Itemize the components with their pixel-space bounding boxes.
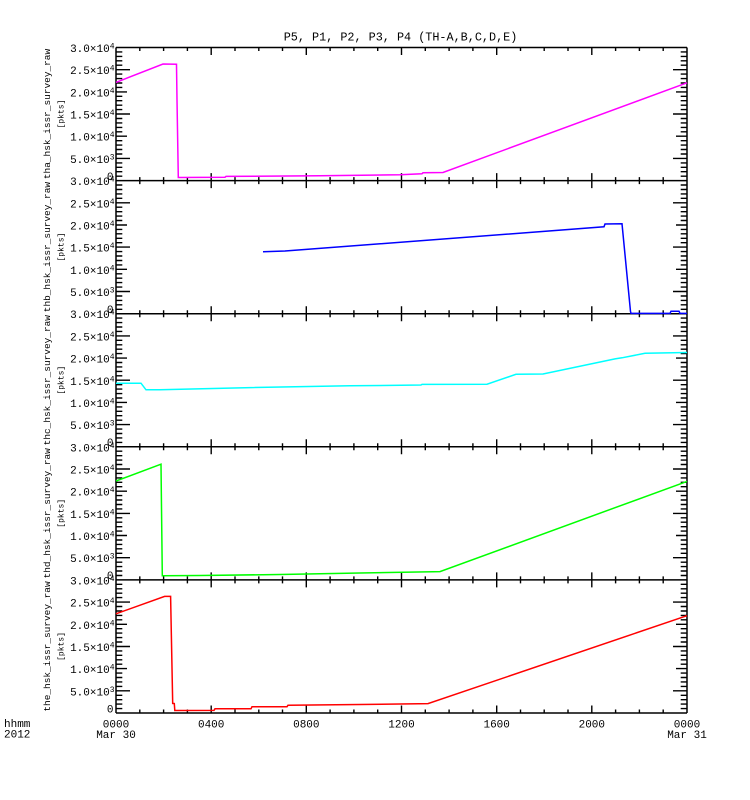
svg-text:5.0×103: 5.0×103 [70, 686, 115, 700]
svg-text:0: 0 [107, 571, 114, 583]
svg-text:2.0×104: 2.0×104 [70, 619, 115, 633]
svg-text:[pkts]: [pkts] [57, 366, 66, 395]
svg-text:1.5×104: 1.5×104 [70, 375, 115, 389]
svg-text:hhmm: hhmm [4, 719, 31, 731]
svg-text:2.5×104: 2.5×104 [70, 464, 115, 478]
svg-text:2.0×104: 2.0×104 [70, 353, 115, 367]
svg-text:1.0×104: 1.0×104 [70, 131, 115, 145]
svg-text:0: 0 [107, 172, 114, 184]
svg-text:1.5×104: 1.5×104 [70, 641, 115, 655]
svg-text:2012: 2012 [4, 729, 30, 741]
svg-text:[pkts]: [pkts] [57, 499, 66, 528]
svg-text:thb_hsk_issr_survey_raw: thb_hsk_issr_survey_raw [42, 182, 53, 313]
svg-text:1.5×104: 1.5×104 [70, 242, 115, 256]
svg-text:0: 0 [107, 704, 114, 716]
svg-text:1.0×104: 1.0×104 [70, 397, 115, 411]
svg-text:thd_hsk_issr_survey_raw: thd_hsk_issr_survey_raw [42, 448, 53, 579]
svg-text:2.5×104: 2.5×104 [70, 65, 115, 79]
svg-text:thc_hsk_issr_survey_raw: thc_hsk_issr_survey_raw [42, 315, 53, 446]
svg-text:5.0×103: 5.0×103 [70, 420, 115, 434]
svg-text:1.5×104: 1.5×104 [70, 109, 115, 123]
svg-text:0800: 0800 [293, 720, 319, 732]
svg-text:2.0×104: 2.0×104 [70, 220, 115, 234]
svg-text:1.0×104: 1.0×104 [70, 531, 115, 545]
svg-text:0000: 0000 [674, 720, 700, 732]
svg-text:Mar 30: Mar 30 [96, 730, 136, 742]
svg-text:2.5×104: 2.5×104 [70, 198, 115, 212]
svg-text:1.5×104: 1.5×104 [70, 508, 115, 522]
svg-text:tha_hsk_issr_survey_raw: tha_hsk_issr_survey_raw [42, 49, 53, 180]
svg-text:2.0×104: 2.0×104 [70, 87, 115, 101]
svg-text:3.0×104: 3.0×104 [70, 575, 115, 589]
svg-text:[pkts]: [pkts] [57, 100, 66, 129]
svg-text:2.5×104: 2.5×104 [70, 331, 115, 345]
svg-text:1200: 1200 [388, 720, 414, 732]
svg-text:3.0×104: 3.0×104 [70, 309, 115, 323]
svg-text:Mar 31: Mar 31 [667, 730, 707, 742]
svg-text:2.5×104: 2.5×104 [70, 597, 115, 611]
svg-text:5.0×103: 5.0×103 [70, 153, 115, 167]
svg-text:3.0×104: 3.0×104 [70, 442, 115, 456]
svg-text:0: 0 [107, 305, 114, 317]
svg-text:0: 0 [107, 438, 114, 450]
svg-text:1600: 1600 [483, 720, 509, 732]
svg-text:0000: 0000 [103, 720, 129, 732]
svg-text:2000: 2000 [579, 720, 605, 732]
svg-text:5.0×103: 5.0×103 [70, 553, 115, 567]
svg-text:3.0×104: 3.0×104 [70, 176, 115, 190]
svg-text:1.0×104: 1.0×104 [70, 264, 115, 278]
svg-text:[pkts]: [pkts] [57, 632, 66, 661]
svg-text:2.0×104: 2.0×104 [70, 486, 115, 500]
svg-text:0400: 0400 [198, 720, 224, 732]
svg-text:[pkts]: [pkts] [57, 233, 66, 262]
svg-text:the_hsk_issr_survey_raw: the_hsk_issr_survey_raw [42, 581, 53, 712]
svg-text:3.0×104: 3.0×104 [70, 43, 115, 57]
svg-text:5.0×103: 5.0×103 [70, 287, 115, 301]
svg-text:1.0×104: 1.0×104 [70, 664, 115, 678]
svg-text:P5, P1, P2, P3, P4 (TH-A,B,C,D: P5, P1, P2, P3, P4 (TH-A,B,C,D,E) [284, 30, 518, 44]
